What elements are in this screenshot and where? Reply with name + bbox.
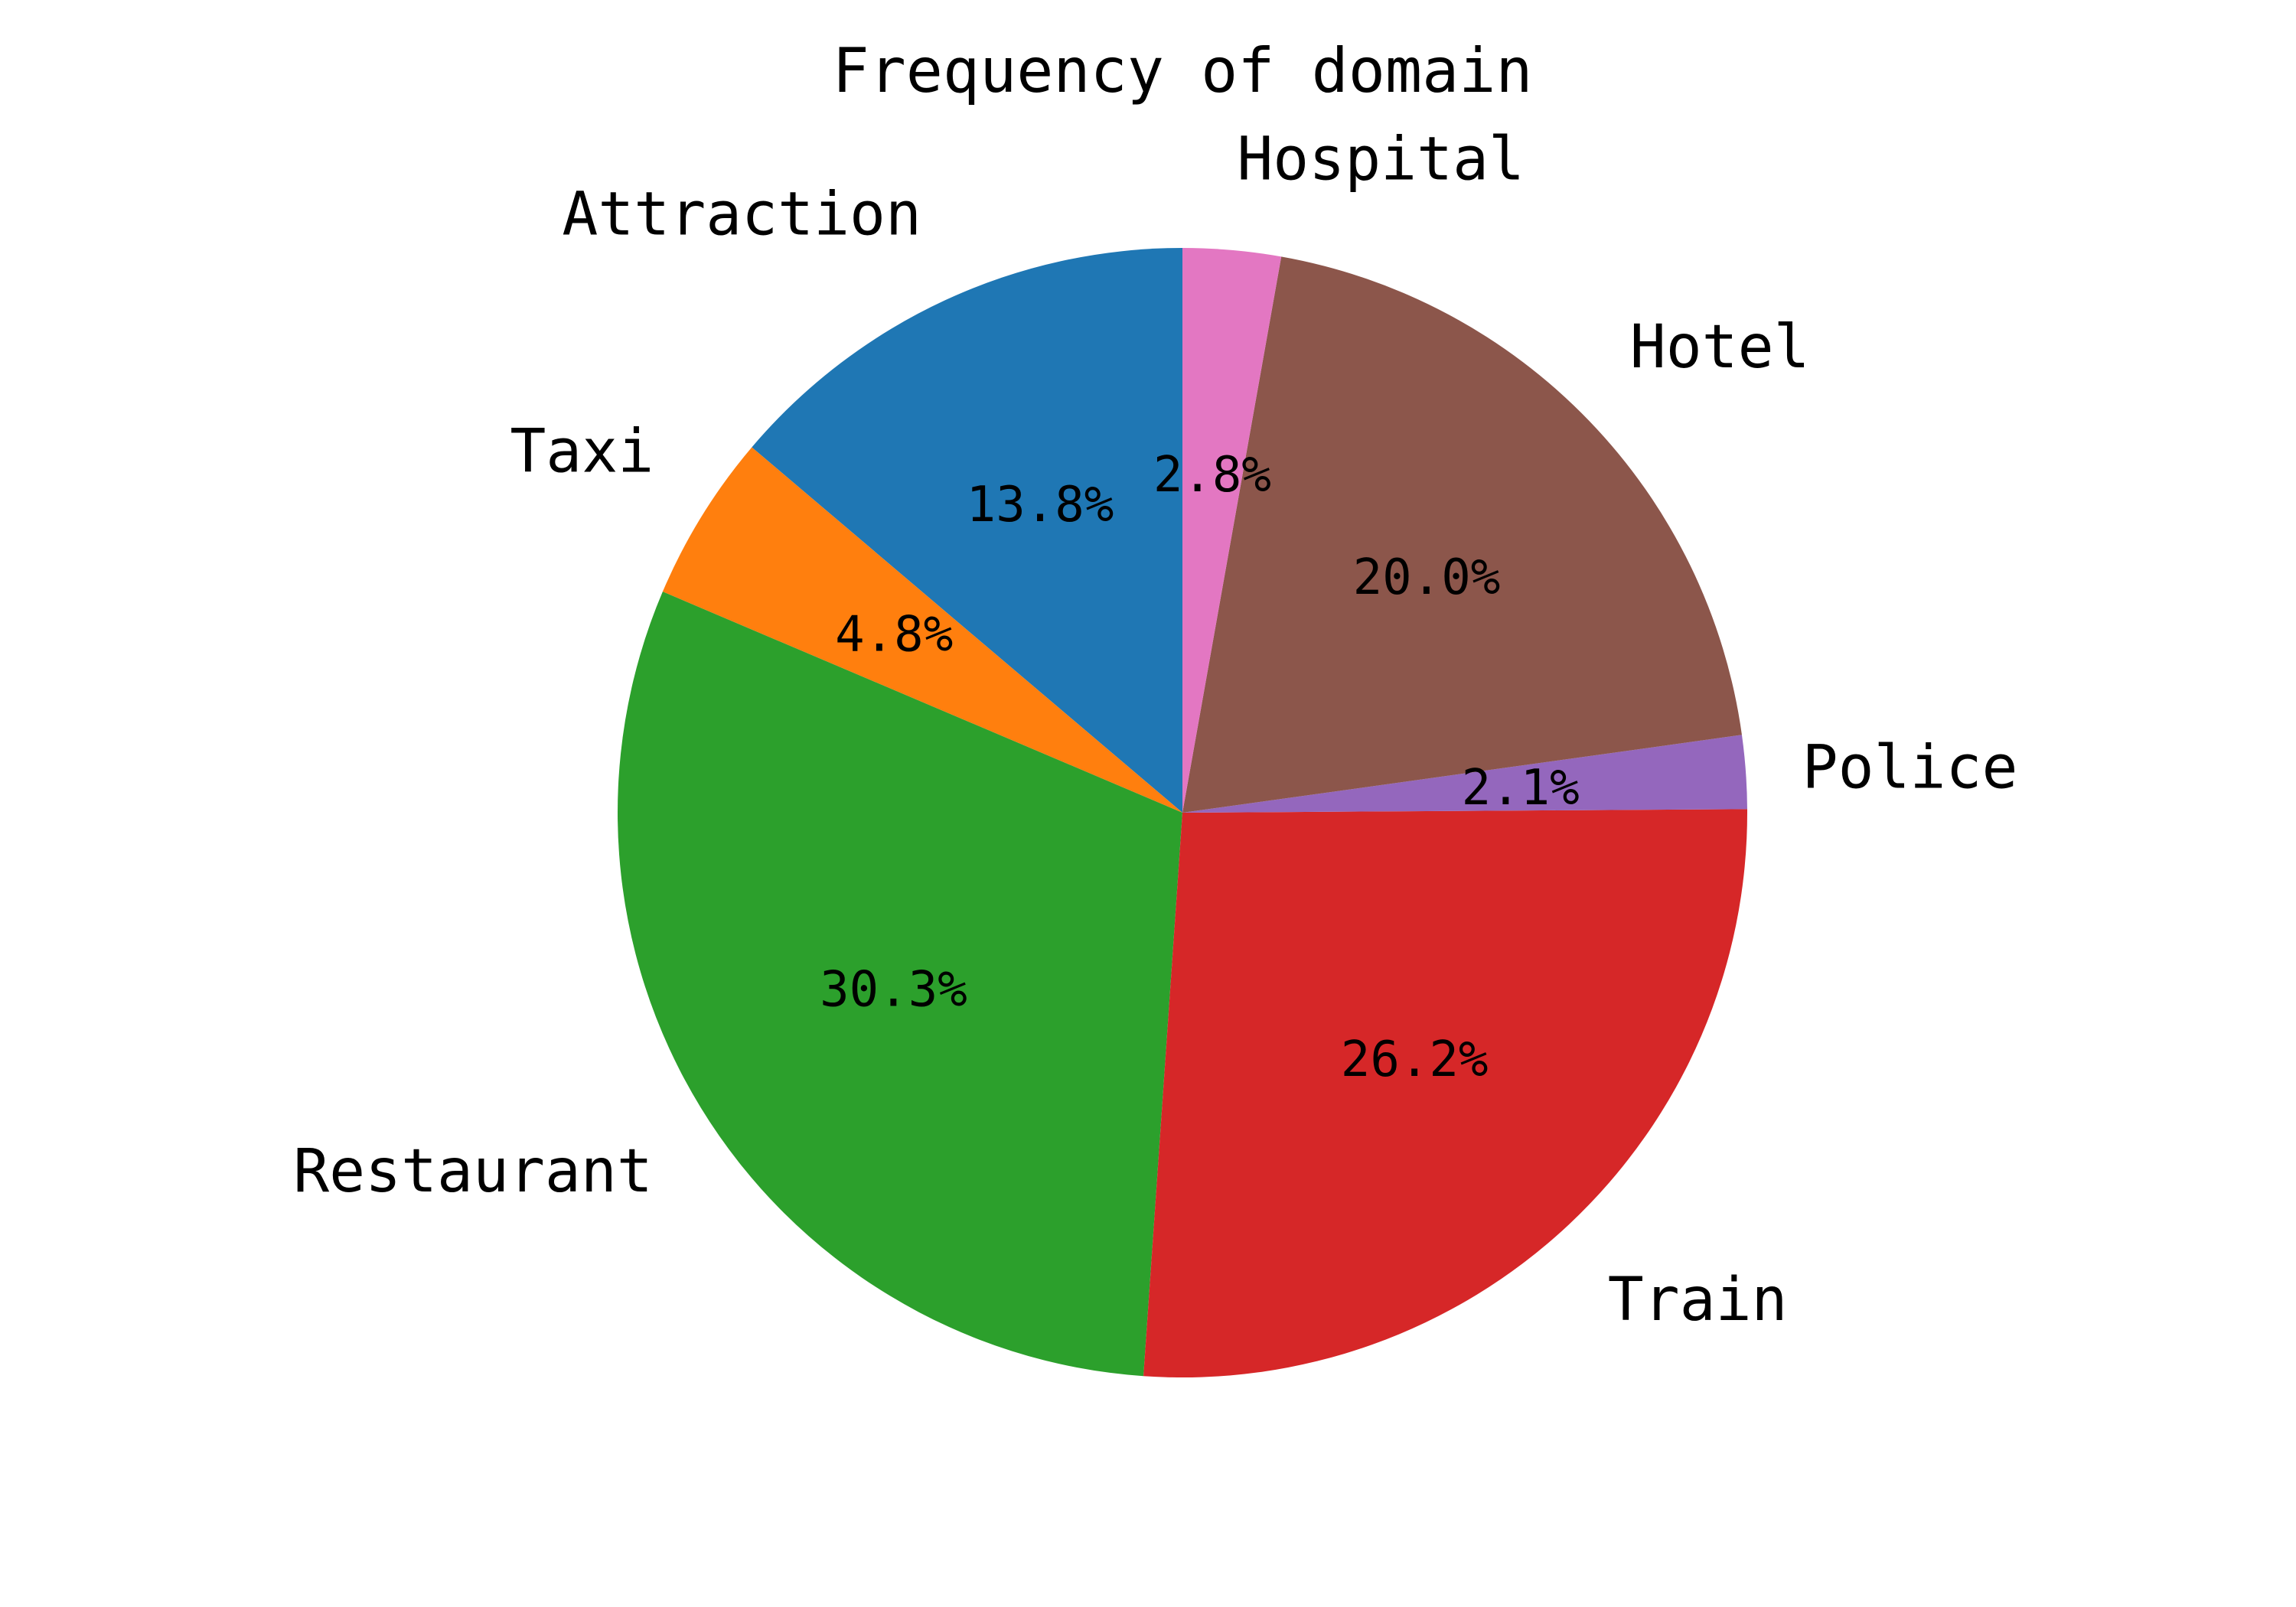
pct-label-taxi: 4.8% — [835, 606, 953, 663]
chart-title: Frequency of domain — [832, 35, 1532, 106]
pie-slice-restaurant — [618, 592, 1182, 1377]
slice-label-attraction: Attraction — [562, 180, 921, 249]
pct-label-restaurant: 30.3% — [820, 961, 967, 1018]
slice-label-hospital: Hospital — [1237, 125, 1525, 194]
pie-slice-train — [1143, 809, 1747, 1377]
pct-label-attraction: 13.8% — [967, 477, 1114, 533]
slice-label-restaurant: Restaurant — [293, 1137, 653, 1206]
slice-label-hotel: Hotel — [1630, 313, 1810, 382]
slice-label-taxi: Taxi — [510, 418, 654, 487]
slice-label-train: Train — [1608, 1266, 1788, 1335]
pie-slice-hospital — [1182, 248, 1282, 813]
slice-label-police: Police — [1802, 733, 2018, 802]
pct-label-train: 26.2% — [1341, 1032, 1489, 1088]
pct-label-hotel: 20.0% — [1353, 549, 1501, 606]
pie-labels: Attraction 13.8% Taxi 4.8% Restaurant 30.3% Tr… — [293, 125, 2017, 1334]
pie-slice-taxi — [662, 447, 1182, 813]
pie-slice-hotel — [1182, 256, 1742, 813]
pct-label-hospital: 2.8% — [1153, 447, 1271, 504]
pct-label-police: 2.1% — [1462, 760, 1580, 817]
pie-slice-police — [1182, 735, 1747, 813]
pie-slice-attraction — [752, 248, 1182, 813]
pie-slices — [618, 248, 1747, 1377]
